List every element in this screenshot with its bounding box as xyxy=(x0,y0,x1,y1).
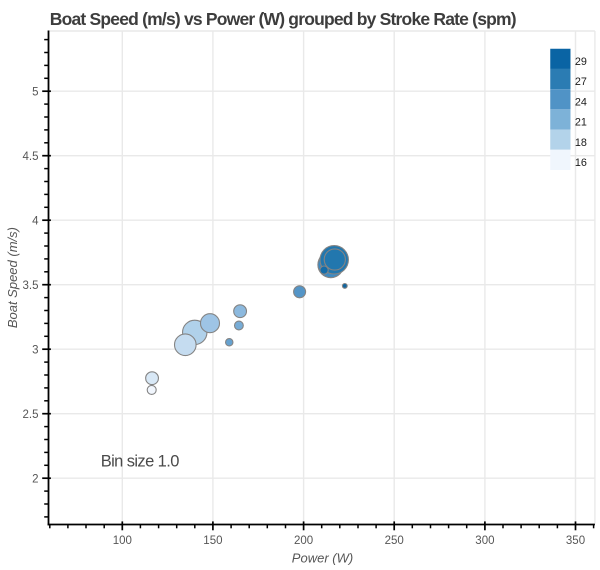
svg-text:2: 2 xyxy=(32,474,38,486)
svg-text:3: 3 xyxy=(32,345,38,357)
svg-text:3.5: 3.5 xyxy=(23,280,39,292)
svg-text:29: 29 xyxy=(575,56,587,68)
svg-text:300: 300 xyxy=(475,535,494,547)
svg-text:Boat Speed (m/s): Boat Speed (m/s) xyxy=(5,227,20,328)
svg-text:5: 5 xyxy=(32,87,38,99)
svg-text:24: 24 xyxy=(575,96,587,108)
svg-text:200: 200 xyxy=(294,535,313,547)
svg-text:21: 21 xyxy=(575,117,587,129)
svg-text:27: 27 xyxy=(575,76,587,88)
svg-text:4.5: 4.5 xyxy=(23,151,39,163)
svg-text:18: 18 xyxy=(575,137,587,149)
svg-text:2.5: 2.5 xyxy=(23,409,39,421)
svg-text:250: 250 xyxy=(385,535,404,547)
svg-text:16: 16 xyxy=(575,157,587,169)
svg-text:Boat Speed (m/s) vs Power (W): Boat Speed (m/s) vs Power (W) grouped by… xyxy=(50,9,516,29)
svg-text:Power (W): Power (W) xyxy=(292,550,353,565)
svg-text:4: 4 xyxy=(32,216,39,228)
svg-text:Bin size 1.0: Bin size 1.0 xyxy=(101,453,180,471)
svg-text:150: 150 xyxy=(203,535,222,547)
svg-text:100: 100 xyxy=(113,535,132,547)
svg-text:350: 350 xyxy=(566,535,585,547)
